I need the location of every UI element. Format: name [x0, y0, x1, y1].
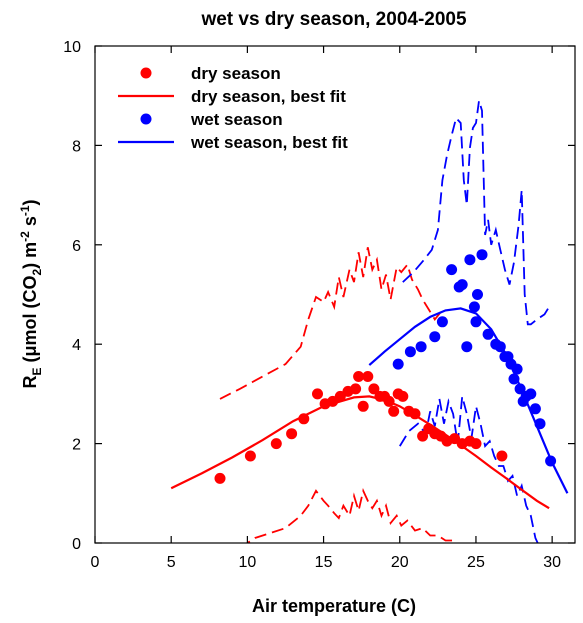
legend-label-3: wet season, best fit	[190, 133, 348, 152]
y-label-sub2: 2	[30, 269, 44, 276]
series-2-point	[429, 331, 441, 343]
x-tick-label: 15	[315, 554, 333, 571]
series-2-point	[476, 249, 488, 261]
chart-title: wet vs dry season, 2004-2005	[200, 9, 467, 30]
series-2-point	[468, 301, 480, 313]
series-0-point	[244, 450, 256, 462]
series-2-point	[415, 341, 427, 353]
series-2-point	[511, 363, 523, 375]
series-0-point	[397, 390, 409, 402]
y-tick-label: 8	[72, 138, 81, 155]
series-0-point	[270, 438, 282, 450]
series-2-point	[525, 388, 537, 400]
series-0-point	[350, 383, 362, 395]
series-2-point	[392, 358, 404, 370]
series-0-point	[368, 383, 380, 395]
band-line-2	[402, 100, 552, 326]
series-0-point	[496, 450, 508, 462]
y-tick-label: 4	[72, 337, 81, 354]
x-tick-label: 25	[467, 554, 485, 571]
y-label-sup1: -2	[18, 231, 32, 242]
band-line-3	[399, 396, 539, 543]
y-label-sup2: -1	[18, 205, 32, 216]
legend: dry season dry season, best fit wet season…	[118, 64, 348, 152]
series-0-point	[388, 405, 400, 417]
y-tick-label: 0	[72, 536, 81, 553]
series-2-point	[446, 264, 458, 276]
x-tick-label: 30	[543, 554, 561, 571]
y-label-sub: E	[30, 368, 44, 376]
band-line-0	[219, 247, 447, 400]
band-line-1	[245, 488, 459, 543]
legend-marker-0	[140, 67, 152, 79]
confidence-bands	[219, 100, 552, 543]
series-2-point	[404, 346, 416, 358]
series-0-point	[409, 408, 421, 420]
series-2-point	[482, 328, 494, 340]
series-2-point	[464, 254, 476, 266]
series-line-3	[368, 307, 569, 494]
series-0-point	[362, 371, 374, 382]
series-0-point	[298, 413, 310, 425]
y-tick-label: 10	[63, 39, 81, 56]
series-0-point	[214, 472, 226, 484]
y-label-rest2: ) m	[20, 242, 40, 269]
x-tick-label: 10	[238, 554, 256, 571]
series-0-point	[470, 438, 482, 450]
series-0-point	[383, 395, 395, 407]
series-2-point	[472, 289, 483, 300]
legend-label-0: dry season	[191, 64, 281, 83]
y-label-close: )	[20, 199, 40, 205]
legend-label-2: wet season	[190, 110, 283, 129]
series-2-point	[529, 403, 541, 415]
series-2-point	[514, 383, 526, 395]
series-2-point	[494, 341, 506, 353]
y-axis-ticks: 0 2 4 6 8 10	[63, 39, 575, 553]
y-tick-label: 2	[72, 437, 81, 454]
series-2-point	[508, 373, 520, 385]
y-label-rest: (μmol (CO	[20, 276, 40, 368]
y-tick-label: 6	[72, 238, 81, 255]
legend-label-1: dry season, best fit	[191, 87, 346, 106]
x-tick-label: 20	[391, 554, 409, 571]
x-tick-label: 0	[91, 554, 100, 571]
series-2-point	[545, 455, 557, 467]
series-0-point	[357, 400, 369, 412]
series-0-point	[286, 428, 298, 440]
y-label-s: s	[20, 216, 40, 231]
series-2-point	[461, 341, 473, 353]
series-0-point	[353, 371, 365, 382]
series-0-point	[417, 430, 429, 442]
x-axis-ticks: 0 5 10 15 20 25 30	[91, 46, 561, 571]
x-axis-label: Air temperature (C)	[252, 596, 416, 616]
series-2-point	[456, 279, 468, 291]
series-2-point	[534, 418, 546, 430]
series-2-point	[470, 316, 482, 328]
fit-lines	[170, 307, 569, 510]
y-label-main: R	[20, 376, 40, 389]
plot-frame	[94, 45, 576, 544]
y-axis-label: RE (μmol (CO2) m-2 s-1)	[18, 199, 44, 388]
legend-marker-2	[140, 113, 152, 125]
x-tick-label: 5	[167, 554, 176, 571]
series-2-point	[436, 316, 448, 328]
data-points	[214, 249, 557, 484]
series-0-point	[312, 388, 323, 400]
